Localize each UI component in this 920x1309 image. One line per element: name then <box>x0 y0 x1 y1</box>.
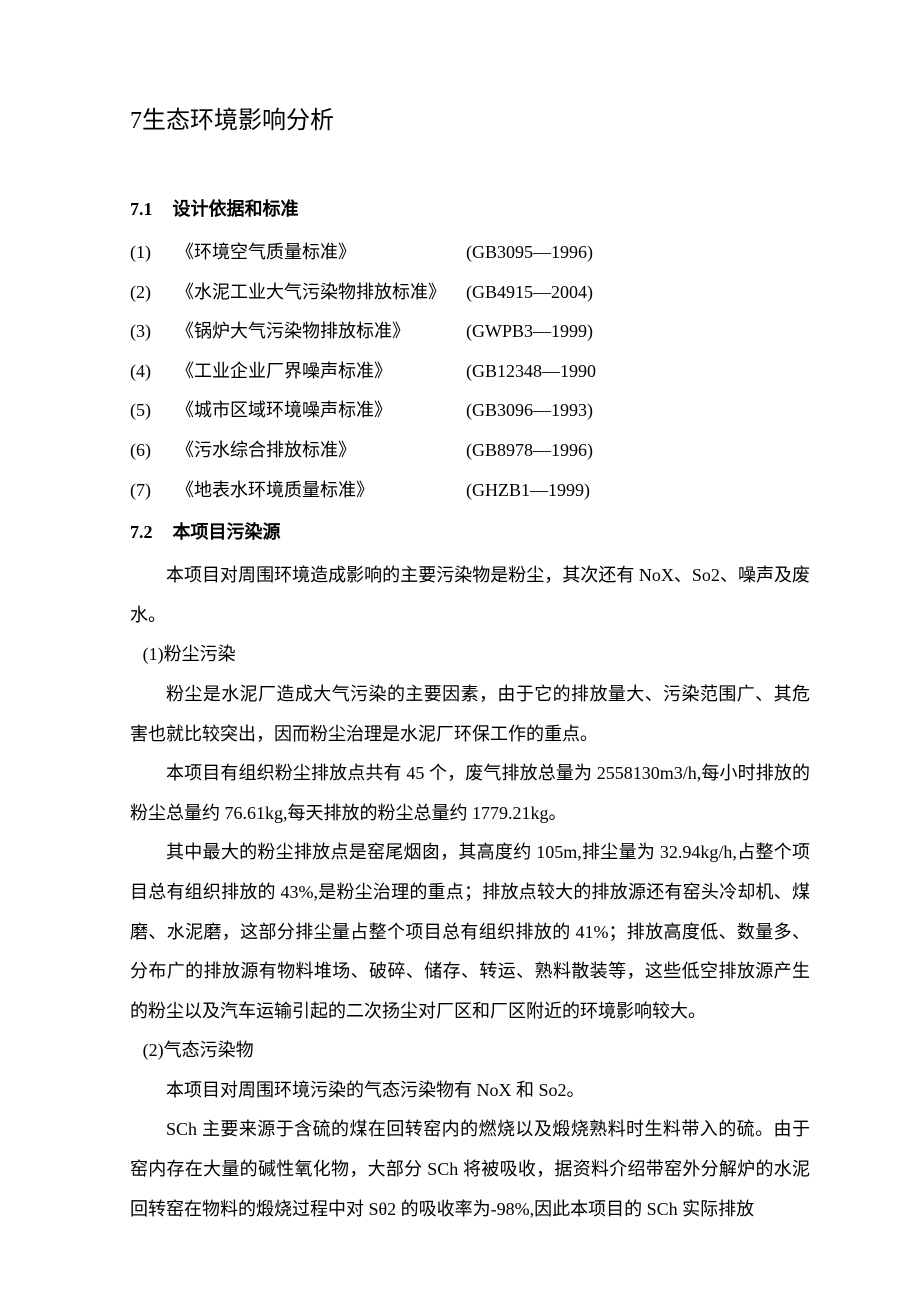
standard-code: (GB4915—2004) <box>466 273 593 313</box>
standard-num: (2) <box>130 273 176 313</box>
standard-num: (5) <box>130 391 176 431</box>
standard-num: (3) <box>130 312 176 352</box>
standards-list: (1) 《环境空气质量标准》 (GB3095—1996) (2) 《水泥工业大气… <box>130 233 810 510</box>
standard-code: (GB3095—1996) <box>466 233 593 273</box>
paragraph-5: SCh 主要来源于含硫的煤在回转窑内的燃烧以及煅烧熟料时生料带入的硫。由于窑内存… <box>130 1110 810 1229</box>
section-number: 7.1 <box>130 199 153 219</box>
standard-row: (1) 《环境空气质量标准》 (GB3095—1996) <box>130 233 810 273</box>
standard-row: (7) 《地表水环境质量标准》 (GHZB1—1999) <box>130 471 810 511</box>
chapter-title: 7生态环境影响分析 <box>130 100 810 135</box>
standard-code: (GHZB1—1999) <box>466 471 590 511</box>
document-page: 7生态环境影响分析 7.1 设计依据和标准 (1) 《环境空气质量标准》 (GB3… <box>0 0 920 1309</box>
section-7-1-title: 7.1 设计依据和标准 <box>130 195 810 221</box>
standard-row: (6) 《污水综合排放标准》 (GB8978—1996) <box>130 431 810 471</box>
standard-name: 《工业企业厂界噪声标准》 <box>176 352 466 392</box>
standard-num: (4) <box>130 352 176 392</box>
standard-code: (GB8978—1996) <box>466 431 593 471</box>
item-1-label: (1)粉尘污染 <box>130 635 810 675</box>
standard-name: 《城市区域环境噪声标准》 <box>176 391 466 431</box>
item-2-label: (2)气态污染物 <box>130 1031 810 1071</box>
chapter-title-text: 生态环境影响分析 <box>142 108 334 134</box>
intro-paragraph: 本项目对周围环境造成影响的主要污染物是粉尘，其次还有 NoX、So2、噪声及废水… <box>130 556 810 635</box>
standard-row: (5) 《城市区域环境噪声标准》 (GB3096—1993) <box>130 391 810 431</box>
standard-row: (4) 《工业企业厂界噪声标准》 (GB12348—1990 <box>130 352 810 392</box>
standard-code: (GWPB3—1999) <box>466 312 593 352</box>
section-title-text: 设计依据和标准 <box>173 199 299 219</box>
section-number: 7.2 <box>130 522 153 542</box>
standard-name: 《锅炉大气污染物排放标准》 <box>176 312 466 352</box>
standard-name: 《环境空气质量标准》 <box>176 233 466 273</box>
standard-num: (7) <box>130 471 176 511</box>
standard-name: 《水泥工业大气污染物排放标准》 <box>176 273 466 313</box>
standard-row: (3) 《锅炉大气污染物排放标准》 (GWPB3—1999) <box>130 312 810 352</box>
section-title-text: 本项目污染源 <box>173 522 281 542</box>
chapter-number: 7 <box>130 108 142 134</box>
standard-name: 《污水综合排放标准》 <box>176 431 466 471</box>
standard-row: (2) 《水泥工业大气污染物排放标准》 (GB4915—2004) <box>130 273 810 313</box>
paragraph-3: 其中最大的粉尘排放点是窑尾烟囱，其高度约 105m,排尘量为 32.94kg/h… <box>130 833 810 1031</box>
paragraph-1: 粉尘是水泥厂造成大气污染的主要因素，由于它的排放量大、污染范围广、其危害也就比较… <box>130 675 810 754</box>
standard-num: (1) <box>130 233 176 273</box>
standard-num: (6) <box>130 431 176 471</box>
section-7-2-title: 7.2 本项目污染源 <box>130 518 810 544</box>
paragraph-4: 本项目对周围环境污染的气态污染物有 NoX 和 So2。 <box>130 1071 810 1111</box>
standard-code: (GB12348—1990 <box>466 352 596 392</box>
standard-name: 《地表水环境质量标准》 <box>176 471 466 511</box>
standard-code: (GB3096—1993) <box>466 391 593 431</box>
paragraph-2: 本项目有组织粉尘排放点共有 45 个，废气排放总量为 2558130m3/h,每… <box>130 754 810 833</box>
